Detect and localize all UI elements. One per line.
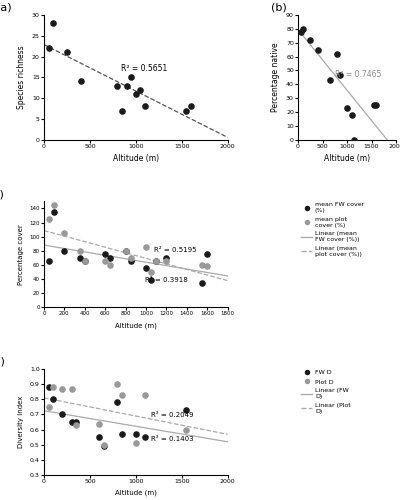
Point xyxy=(122,247,129,255)
Point xyxy=(50,20,56,28)
Point xyxy=(334,50,340,58)
Text: R² = 0.5195: R² = 0.5195 xyxy=(154,247,197,253)
Text: (b): (b) xyxy=(271,2,286,12)
Point xyxy=(124,82,130,90)
Point xyxy=(45,44,52,52)
Point xyxy=(68,384,75,392)
Point xyxy=(46,258,52,266)
Point xyxy=(114,82,121,90)
Point xyxy=(76,254,83,262)
Point xyxy=(50,383,56,391)
Y-axis label: Diversity index: Diversity index xyxy=(18,396,24,448)
Point xyxy=(73,421,79,429)
Point xyxy=(119,430,125,438)
X-axis label: Altitude (m): Altitude (m) xyxy=(115,490,157,496)
Point xyxy=(314,46,321,54)
Y-axis label: Percentage native: Percentage native xyxy=(272,42,280,112)
Text: R² = 0.7465: R² = 0.7465 xyxy=(335,70,382,80)
Text: R² = 0.2049: R² = 0.2049 xyxy=(150,412,193,418)
Point xyxy=(133,90,139,98)
Point xyxy=(307,36,314,44)
Point xyxy=(46,215,52,223)
Point xyxy=(51,201,58,209)
Y-axis label: Percentage cover: Percentage cover xyxy=(18,224,24,284)
X-axis label: Altitude (m): Altitude (m) xyxy=(324,154,370,164)
Point xyxy=(204,262,210,270)
Point xyxy=(45,403,52,411)
Point xyxy=(163,254,170,262)
Point xyxy=(371,101,377,109)
Point xyxy=(183,426,190,434)
Y-axis label: Species richness: Species richness xyxy=(18,46,26,109)
Point xyxy=(122,247,129,255)
Point xyxy=(327,76,333,84)
Point xyxy=(128,74,134,82)
Point xyxy=(148,268,154,276)
Point xyxy=(153,258,160,266)
Point xyxy=(143,244,149,252)
Point xyxy=(96,420,102,428)
Point xyxy=(76,247,83,255)
Point xyxy=(96,433,102,441)
Point xyxy=(300,25,306,33)
Point xyxy=(61,229,68,237)
Text: (c): (c) xyxy=(0,189,4,199)
Point xyxy=(102,250,108,258)
Point xyxy=(45,383,52,391)
Point xyxy=(59,410,66,418)
Point xyxy=(204,250,210,258)
Point xyxy=(137,86,144,94)
Point xyxy=(119,106,125,114)
Text: R² = 0.3918: R² = 0.3918 xyxy=(145,277,188,283)
Point xyxy=(142,433,148,441)
Point xyxy=(183,106,190,114)
Text: R² = 0.5651: R² = 0.5651 xyxy=(121,64,167,73)
Point xyxy=(344,104,350,112)
X-axis label: Altitude (m): Altitude (m) xyxy=(115,322,157,328)
Text: (d): (d) xyxy=(0,357,5,367)
Legend: FW D, Plot D, Linear (FW
D), Linear (Plot
D): FW D, Plot D, Linear (FW D), Linear (Plo… xyxy=(301,370,351,414)
Point xyxy=(61,247,68,255)
Point xyxy=(50,396,56,404)
Point xyxy=(199,278,205,286)
Point xyxy=(114,380,121,388)
Point xyxy=(100,442,107,450)
Point xyxy=(128,254,134,262)
Legend: mean FW cover
(%), mean plot
cover (%), Linear (mean
FW cover (%)), Linear (mean: mean FW cover (%), mean plot cover (%), … xyxy=(301,202,364,257)
Point xyxy=(102,258,108,266)
Point xyxy=(107,254,114,262)
Text: R² = 0.1403: R² = 0.1403 xyxy=(150,436,193,442)
Point xyxy=(148,276,154,284)
Point xyxy=(68,418,75,426)
Point xyxy=(119,391,125,399)
Point xyxy=(82,258,88,266)
Point xyxy=(373,101,380,109)
Point xyxy=(183,406,190,414)
Point xyxy=(107,261,114,269)
Point xyxy=(100,440,107,448)
Point xyxy=(133,439,139,447)
Point xyxy=(133,430,139,438)
Point xyxy=(163,258,170,266)
Point xyxy=(143,264,149,272)
Point xyxy=(142,391,148,399)
Point xyxy=(142,102,148,110)
Point xyxy=(51,208,58,216)
Point xyxy=(188,102,194,110)
Point xyxy=(82,258,88,266)
Point xyxy=(351,136,358,143)
Point xyxy=(336,70,343,78)
Text: (a): (a) xyxy=(0,2,12,12)
X-axis label: Altitude (m): Altitude (m) xyxy=(113,154,159,164)
Point xyxy=(59,384,66,392)
Point xyxy=(114,398,121,406)
Point xyxy=(64,48,70,56)
Point xyxy=(199,261,205,269)
Point xyxy=(78,78,84,86)
Point xyxy=(297,28,304,36)
Point xyxy=(128,258,134,266)
Point xyxy=(153,258,160,266)
Point xyxy=(73,418,79,426)
Point xyxy=(349,110,355,118)
